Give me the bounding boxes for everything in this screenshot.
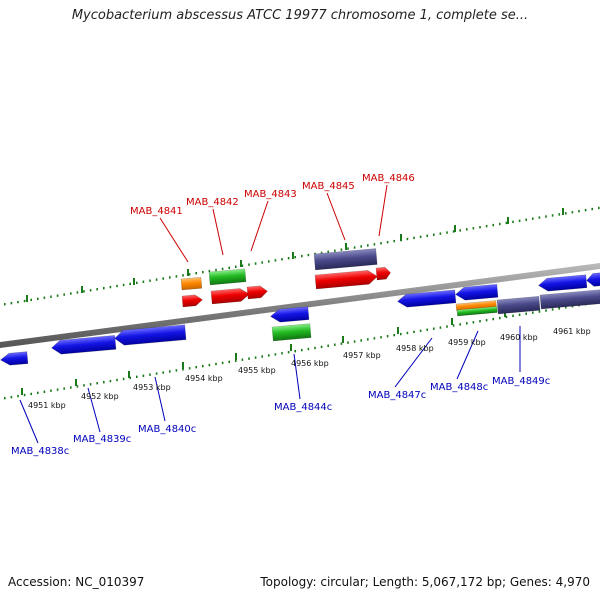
label-connector [87,387,101,433]
map-title: Mycobacterium abscessus ATCC 19977 chrom… [71,8,529,23]
reverse-ruler [4,300,600,400]
label-connector [154,376,166,422]
gene-mab-4851c[interactable] [586,271,600,287]
forward-major-tick [81,286,83,293]
reverse-major-tick [21,388,23,395]
reverse-major-tick [75,379,77,386]
gene-mab-4843[interactable] [246,285,268,300]
forward-major-tick [187,269,189,276]
gene-label-forward[interactable]: MAB_4841 [130,206,183,217]
gene-label-reverse[interactable]: MAB_4844c [274,402,332,413]
forward-major-tick [454,225,456,232]
label-connector [293,353,301,400]
reverse-major-tick [235,353,237,360]
gene-label-forward[interactable]: MAB_4842 [186,197,239,208]
gene-mab-4838c[interactable] [0,351,29,366]
reverse-major-tick [128,371,130,378]
tick-label: 4955 kbp [238,366,276,375]
tick-label: 4960 kbp [500,333,538,342]
gene-label-forward[interactable]: MAB_4843 [244,189,297,200]
forward-major-tick [345,243,347,250]
accession-label: Accession: NC_010397 [8,575,145,589]
gene-label-reverse[interactable]: MAB_4839c [73,434,131,445]
forward-ruler [4,206,600,306]
forward-major-tick [26,295,28,302]
forward-major-tick [240,260,242,267]
gene-label-reverse[interactable]: MAB_4838c [11,446,69,457]
tick-label: 4957 kbp [343,351,381,360]
gene-label-forward[interactable]: MAB_4845 [302,181,355,192]
tick-label: 4956 kbp [291,359,329,368]
forward-major-tick [292,252,294,259]
forward-major-tick [507,217,509,224]
label-connector [456,330,479,380]
gene-mab-4842-red[interactable] [210,288,250,305]
reverse-major-tick [397,327,399,334]
label-connector [159,217,189,263]
label-connector [326,192,346,241]
forward-major-tick [133,278,135,285]
gene-mab-4839c[interactable] [51,335,117,355]
gene-mab-4845[interactable] [313,248,378,271]
gene-label-reverse[interactable]: MAB_4847c [368,390,426,401]
gene-mab-4850c-purple[interactable] [539,289,600,310]
reverse-major-tick [182,362,184,369]
tick-label: 4954 kbp [185,374,223,383]
gene-mab-4848c[interactable] [455,283,499,301]
gene-mab-4850c[interactable] [538,274,588,292]
tick-label: 4953 kbp [133,383,171,392]
chromosome-backbone [0,263,600,348]
label-connector [250,200,269,252]
gene-mab-4841-orange[interactable] [180,276,203,291]
label-connector [212,208,224,256]
gene-mab-4840c[interactable] [114,324,187,346]
tick-label: 4958 kbp [396,344,434,353]
label-connector [378,184,388,237]
gene-mab-4844c[interactable] [270,306,310,323]
forward-major-tick [400,234,402,241]
gene-mab-4841-red[interactable] [181,294,203,308]
tick-label: 4952 kbp [81,392,119,401]
reverse-major-tick [342,336,344,343]
gene-mab-4849c[interactable] [496,295,541,315]
gene-mab-4846[interactable] [375,266,391,281]
gene-label-reverse[interactable]: MAB_4840c [138,424,196,435]
gene-mab-4842-green[interactable] [208,268,247,286]
gene-mab-4847c[interactable] [397,289,457,308]
forward-major-tick [562,208,564,215]
gene-mab-4848c-green[interactable] [456,306,498,317]
label-connector [394,337,433,388]
gene-label-reverse[interactable]: MAB_4849c [492,376,550,387]
genome-summary: Topology: circular; Length: 5,067,172 bp… [260,575,590,589]
reverse-major-tick [504,310,506,317]
tick-label: 4951 kbp [28,401,66,410]
label-connector [19,399,39,444]
gene-mab-4844c-green[interactable] [271,323,312,342]
gene-label-forward[interactable]: MAB_4846 [362,173,415,184]
reverse-major-tick [290,344,292,351]
tick-label: 4961 kbp [553,327,591,336]
tick-label: 4959 kbp [448,338,486,347]
gene-label-reverse[interactable]: MAB_4848c [430,382,488,393]
reverse-major-tick [451,318,453,325]
gene-mab-4845-red[interactable] [314,270,378,290]
